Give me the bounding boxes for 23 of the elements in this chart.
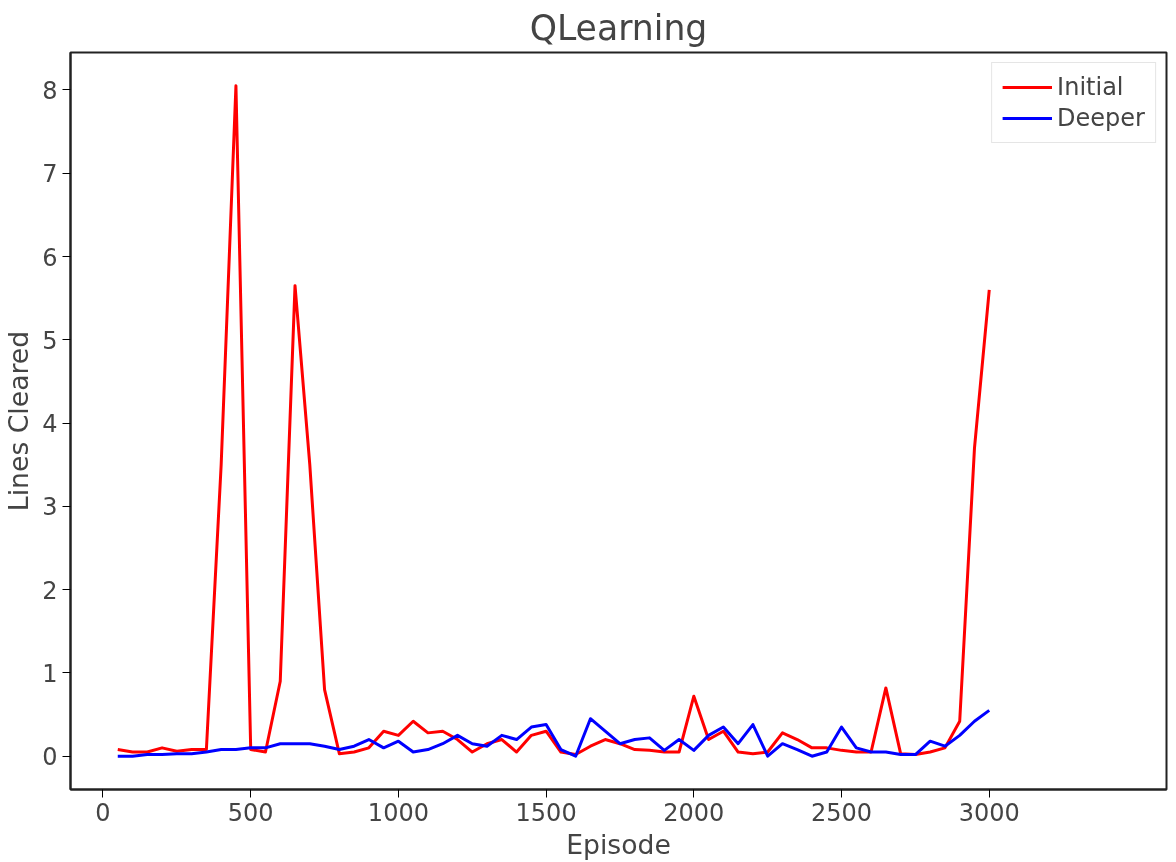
line-series <box>116 84 991 757</box>
x-tick-label: 2500 <box>811 798 873 827</box>
y-tick-label: 5 <box>42 326 58 355</box>
y-tick-label: 6 <box>42 243 58 272</box>
chart-title: QLearning <box>529 7 708 48</box>
x-tick-label: 500 <box>227 798 274 827</box>
x-tick-label: 2000 <box>663 798 725 827</box>
x-tick-label: 1000 <box>367 798 429 827</box>
y-axis-title: Lines Cleared <box>3 330 35 512</box>
y-tick-label: 7 <box>42 160 58 189</box>
legend-label: Deeper <box>1057 104 1145 132</box>
y-tick-label: 3 <box>42 493 58 522</box>
x-axis-title: Episode <box>566 828 671 860</box>
line-series <box>116 708 991 758</box>
legend-label: Initial <box>1057 73 1124 101</box>
x-tick-label: 0 <box>95 798 111 827</box>
y-tick-label: 0 <box>42 743 58 772</box>
y-tick-label: 1 <box>42 659 58 688</box>
y-tick-label: 8 <box>42 76 58 105</box>
y-tick-label: 4 <box>42 410 58 439</box>
x-tick-label: 3000 <box>958 798 1020 827</box>
x-tick-label: 1500 <box>515 798 577 827</box>
y-tick-label: 2 <box>42 576 58 605</box>
